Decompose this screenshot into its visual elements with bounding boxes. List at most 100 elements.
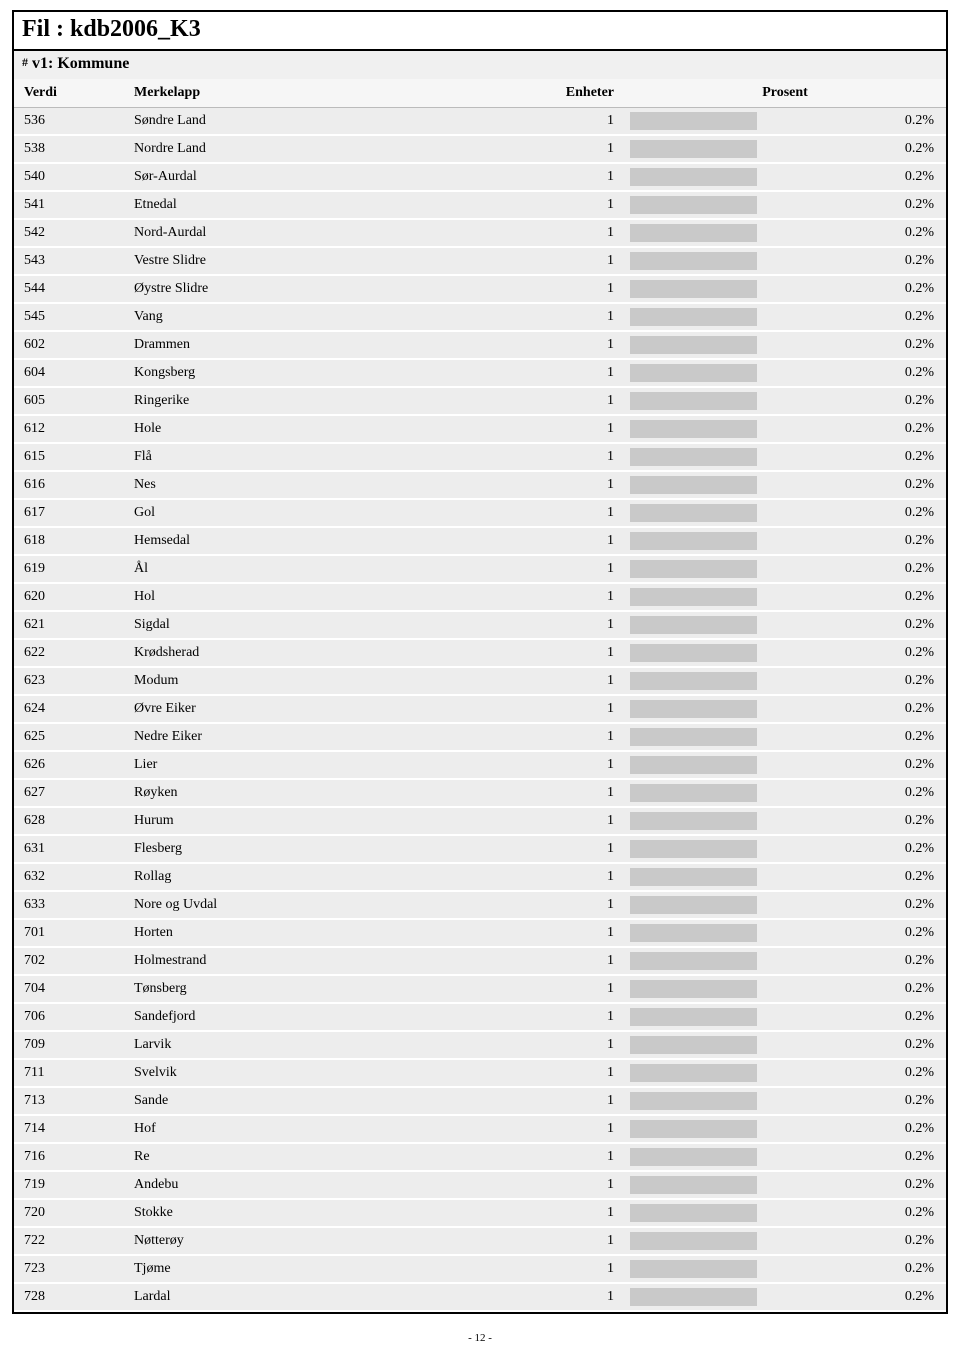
bar-track <box>630 924 779 942</box>
cell-bar <box>624 1283 785 1311</box>
cell-prosent: 0.2% <box>785 947 946 975</box>
cell-enheter: 1 <box>524 163 624 191</box>
table-row: 616Nes10.2% <box>14 471 946 499</box>
cell-bar <box>624 1087 785 1115</box>
table-row: 702Holmestrand1 0.2% <box>14 947 946 975</box>
cell-enheter: 1 <box>524 1031 624 1059</box>
bar-fill <box>630 224 757 242</box>
cell-prosent: 0.2% <box>785 359 946 387</box>
table-header-row: Verdi Merkelapp Enheter Prosent <box>14 79 946 108</box>
bar-track <box>630 756 779 774</box>
cell-prosent: 0.2% <box>785 415 946 443</box>
cell-prosent: 0.2% <box>785 1087 946 1115</box>
cell-prosent: 0.2% <box>785 639 946 667</box>
bar-fill <box>630 756 757 774</box>
bar-track <box>630 840 779 858</box>
bar-fill <box>630 1008 757 1026</box>
cell-enheter: 1 <box>524 219 624 247</box>
cell-prosent: 0.2% <box>785 863 946 891</box>
bar-track <box>630 1092 779 1110</box>
cell-merkelapp: Vestre Slidre <box>124 247 524 275</box>
bar-fill <box>630 980 757 998</box>
cell-verdi: 701 <box>14 919 124 947</box>
cell-merkelapp: Vang <box>124 303 524 331</box>
page-number: - 12 - <box>12 1314 948 1344</box>
cell-prosent: 0.2% <box>785 1115 946 1143</box>
bar-fill <box>630 364 757 382</box>
header-merkelapp: Merkelapp <box>124 79 524 108</box>
table-row: 536Søndre Land10.2% <box>14 108 946 136</box>
cell-bar <box>624 331 785 359</box>
bar-track <box>630 504 779 522</box>
cell-bar <box>624 667 785 695</box>
table-row: 716Re10.2% <box>14 1143 946 1171</box>
cell-bar <box>624 219 785 247</box>
bar-fill <box>630 532 757 550</box>
cell-enheter: 1 <box>524 723 624 751</box>
cell-verdi: 542 <box>14 219 124 247</box>
bar-fill <box>630 700 757 718</box>
cell-verdi: 704 <box>14 975 124 1003</box>
cell-bar <box>624 1115 785 1143</box>
bar-fill <box>630 252 757 270</box>
cell-merkelapp: Sigdal <box>124 611 524 639</box>
bar-track <box>630 560 779 578</box>
cell-prosent: 0.2% <box>785 807 946 835</box>
cell-enheter: 1 <box>524 835 624 863</box>
cell-bar <box>624 359 785 387</box>
cell-merkelapp: Sande <box>124 1087 524 1115</box>
bar-fill <box>630 504 757 522</box>
cell-bar <box>624 1199 785 1227</box>
cell-prosent: 0.2% <box>785 499 946 527</box>
report-box: Fil : kdb2006_K3 # v1: Kommune Verdi Mer… <box>12 10 948 1314</box>
cell-enheter: 1 <box>524 667 624 695</box>
bar-track <box>630 196 779 214</box>
cell-enheter: 1 <box>524 247 624 275</box>
cell-prosent: 0.2% <box>785 219 946 247</box>
bar-track <box>630 1260 779 1278</box>
cell-bar <box>624 891 785 919</box>
bar-fill <box>630 924 757 942</box>
cell-verdi: 709 <box>14 1031 124 1059</box>
cell-enheter: 1 <box>524 695 624 723</box>
cell-enheter: 1 <box>524 471 624 499</box>
cell-enheter: 1 <box>524 947 624 975</box>
cell-prosent: 0.2% <box>785 1283 946 1311</box>
variable-title-text: v1: Kommune <box>28 55 129 72</box>
cell-verdi: 602 <box>14 331 124 359</box>
bar-track <box>630 1148 779 1166</box>
cell-prosent: 0.2% <box>785 135 946 163</box>
cell-verdi: 540 <box>14 163 124 191</box>
cell-merkelapp: Holmestrand <box>124 947 524 975</box>
bar-track <box>630 700 779 718</box>
cell-enheter: 1 <box>524 891 624 919</box>
cell-prosent: 0.2% <box>785 1255 946 1283</box>
cell-bar <box>624 471 785 499</box>
cell-verdi: 716 <box>14 1143 124 1171</box>
cell-bar <box>624 779 785 807</box>
cell-enheter: 1 <box>524 863 624 891</box>
cell-enheter: 1 <box>524 919 624 947</box>
cell-verdi: 728 <box>14 1283 124 1311</box>
bar-fill <box>630 308 757 326</box>
file-title: Fil : kdb2006_K3 <box>14 12 946 51</box>
cell-verdi: 536 <box>14 108 124 136</box>
cell-enheter: 1 <box>524 387 624 415</box>
table-row: 704Tønsberg10.2% <box>14 975 946 1003</box>
cell-verdi: 612 <box>14 415 124 443</box>
cell-merkelapp: Andebu <box>124 1171 524 1199</box>
bar-track <box>630 1204 779 1222</box>
cell-bar <box>624 247 785 275</box>
bar-track <box>630 224 779 242</box>
bar-fill <box>630 112 757 130</box>
bar-fill <box>630 616 757 634</box>
cell-merkelapp: Modum <box>124 667 524 695</box>
cell-verdi: 615 <box>14 443 124 471</box>
cell-merkelapp: Larvik <box>124 1031 524 1059</box>
cell-merkelapp: Nord-Aurdal <box>124 219 524 247</box>
table-row: 605Ringerike10.2% <box>14 387 946 415</box>
cell-verdi: 702 <box>14 947 124 975</box>
cell-merkelapp: Sør-Aurdal <box>124 163 524 191</box>
cell-verdi: 711 <box>14 1059 124 1087</box>
cell-prosent: 0.2% <box>785 835 946 863</box>
